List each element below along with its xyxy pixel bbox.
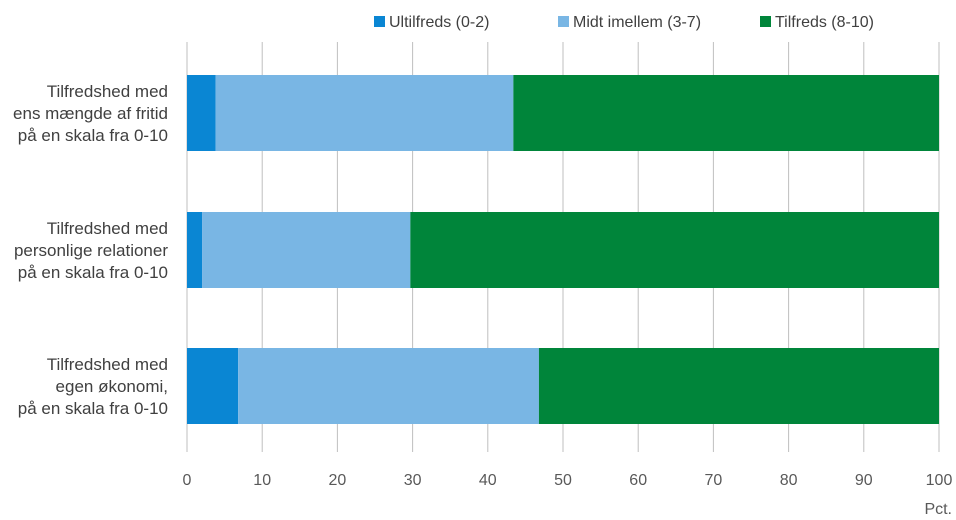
legend-label-2: Midt imellem (3-7): [573, 14, 701, 31]
category-label-2-line-3: på en skala fra 0-10: [18, 263, 168, 282]
bar-1-series-3: [513, 75, 939, 151]
legend-swatch-2: [558, 16, 569, 27]
bar-2-series-2: [202, 212, 411, 288]
x-tick-label-0: 0: [183, 472, 192, 489]
category-label-1-line-3: på en skala fra 0-10: [18, 126, 168, 145]
category-label-2-line-1: Tilfredshed med: [47, 219, 168, 238]
legend-swatch-3: [760, 16, 771, 27]
bar-2-series-3: [410, 212, 939, 288]
category-label-3-line-2: egen økonomi,: [56, 377, 168, 396]
x-tick-label-60: 60: [629, 472, 647, 489]
bar-1-series-1: [187, 75, 216, 151]
bar-2-series-1: [187, 212, 203, 288]
x-tick-label-10: 10: [253, 472, 271, 489]
legend-label-1: Ultilfreds (0-2): [389, 14, 489, 31]
x-tick-label-80: 80: [780, 472, 798, 489]
bars: [187, 75, 939, 424]
bar-3-series-3: [538, 348, 939, 424]
category-label-1-line-2: ens mængde af fritid: [13, 104, 168, 123]
category-label-3-line-3: på en skala fra 0-10: [18, 399, 168, 418]
x-axis: 0 10 20 30 40 50 60 70 80 90 100: [183, 472, 953, 489]
category-label-2-line-2: personlige relationer: [14, 241, 168, 260]
legend: Ultilfreds (0-2) Midt imellem (3-7) Tilfre…: [374, 14, 874, 31]
category-labels: Tilfredshed med ens mængde af fritid på en…: [13, 82, 168, 418]
legend-label-3: Tilfreds (8-10): [775, 14, 874, 31]
x-tick-label-90: 90: [855, 472, 873, 489]
x-axis-unit-label: Pct.: [924, 501, 952, 518]
category-label-1-line-1: Tilfredshed med: [47, 82, 168, 101]
x-tick-label-50: 50: [554, 472, 572, 489]
x-tick-label-20: 20: [329, 472, 347, 489]
bar-3-series-1: [187, 348, 239, 424]
bar-3-series-2: [238, 348, 539, 424]
x-tick-label-70: 70: [705, 472, 723, 489]
x-tick-label-100: 100: [926, 472, 953, 489]
legend-swatch-1: [374, 16, 385, 27]
category-label-3-line-1: Tilfredshed med: [47, 355, 168, 374]
x-tick-label-40: 40: [479, 472, 497, 489]
bar-1-series-2: [215, 75, 514, 151]
x-tick-label-30: 30: [404, 472, 422, 489]
